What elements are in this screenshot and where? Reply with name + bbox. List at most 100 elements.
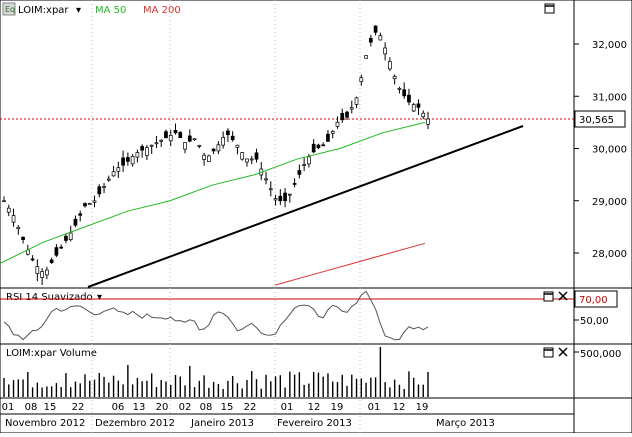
candle-body <box>211 148 216 152</box>
candle-body <box>173 130 178 134</box>
x-day-label: 22 <box>72 402 85 413</box>
rsi-70-label: 70,00 <box>579 295 608 306</box>
x-axis-months: Novembro 2012 Dezembro 2012 Janeiro 2013 Fe… <box>5 418 495 429</box>
candle-body <box>226 130 230 136</box>
candle-body <box>97 186 102 195</box>
volume-title[interactable]: LOIM:xpar Volume <box>6 348 97 359</box>
candle-body <box>245 158 249 163</box>
candle-body <box>283 192 287 202</box>
candle-body <box>49 259 54 263</box>
x-day-label: 01 <box>2 402 15 413</box>
volume-500k-label: 500,000 <box>580 349 621 360</box>
candle-body <box>59 246 64 249</box>
ma200-legend[interactable]: MA 200 <box>143 5 181 16</box>
candle-body <box>297 170 302 175</box>
candle-body <box>121 157 125 166</box>
x-month-label: Janeiro 2013 <box>190 418 254 429</box>
candle-body <box>45 269 49 276</box>
candle-body <box>335 121 340 127</box>
symbol-badge-icon[interactable] <box>2 2 16 16</box>
price-y-tick-label: 31,000 <box>592 92 627 103</box>
trendline[interactable] <box>87 125 524 288</box>
x-day-label: 20 <box>156 402 169 413</box>
symbol-menu-icon[interactable]: ▾ <box>76 5 81 16</box>
price-candles <box>2 25 430 285</box>
candle-body <box>83 203 87 207</box>
candle-body <box>11 215 16 223</box>
candle-body <box>321 144 326 147</box>
candle-body <box>373 25 378 33</box>
candle-body <box>278 195 283 202</box>
candle-body <box>307 156 311 165</box>
candle-body <box>116 167 121 172</box>
rsi-title[interactable]: RSI 14 Suavizado <box>6 292 93 303</box>
x-day-label: 01 <box>281 402 294 413</box>
x-axis <box>0 397 632 434</box>
candle-body <box>111 171 116 177</box>
candle-body <box>145 147 149 156</box>
ma50-legend[interactable]: MA 50 <box>95 5 126 16</box>
candle-body <box>159 139 164 142</box>
x-day-label: 19 <box>331 402 344 413</box>
x-day-label: 12 <box>393 402 406 413</box>
x-day-label: 02 <box>179 402 192 413</box>
rsi-50-label: 50,00 <box>580 316 609 327</box>
price-maximize-icon[interactable] <box>544 3 555 14</box>
candle-body <box>197 144 202 147</box>
candle-body <box>216 144 221 152</box>
volume-bars <box>3 347 429 397</box>
volume-maximize-icon[interactable] <box>543 347 554 358</box>
candle-body <box>330 131 335 134</box>
rsi-line <box>3 290 429 341</box>
symbol-label[interactable]: LOIM:xpar <box>18 5 69 16</box>
last-price-box <box>574 110 626 128</box>
candle-body <box>349 107 354 110</box>
candle-body <box>16 226 21 230</box>
x-day-label: 15 <box>221 402 234 413</box>
x-day-label: 08 <box>200 402 213 413</box>
x-day-label: 06 <box>112 402 125 413</box>
candle-body <box>302 164 306 166</box>
candle-body <box>168 134 173 142</box>
candle-body <box>2 200 6 203</box>
x-day-label: 08 <box>25 402 38 413</box>
candle-body <box>240 152 245 160</box>
candle-body <box>183 142 187 150</box>
price-y-tick-label: 29,000 <box>592 197 627 208</box>
candle-body <box>397 88 402 90</box>
candle-body <box>254 152 259 160</box>
candle-body <box>264 178 268 181</box>
rsi-menu-icon[interactable]: ▾ <box>97 292 102 303</box>
x-month-label: Novembro 2012 <box>5 418 85 429</box>
candle-body <box>64 235 68 241</box>
candle-body <box>92 200 97 203</box>
rsi-maximize-icon[interactable] <box>543 291 554 302</box>
candle-body <box>68 232 73 240</box>
price-y-tick-label: 30,000 <box>592 145 627 156</box>
last-price-label: 30,565 <box>579 115 614 126</box>
candle-body <box>268 188 273 191</box>
x-day-label: 19 <box>416 402 429 413</box>
candle-body <box>426 118 430 125</box>
candle-body <box>154 142 159 145</box>
candle-body <box>388 61 392 70</box>
candle-body <box>354 97 359 105</box>
candle-body <box>368 38 373 43</box>
candle-body <box>40 271 44 278</box>
candle-body <box>249 158 254 161</box>
candle-body <box>102 186 106 188</box>
rsi-close-icon[interactable] <box>558 291 568 301</box>
volume-close-icon[interactable] <box>558 347 568 357</box>
rsi-70-box <box>574 290 618 308</box>
ma200-line <box>274 242 426 286</box>
price-panel <box>0 0 632 289</box>
candle-body <box>202 154 206 160</box>
candle-body <box>421 112 426 118</box>
ma50-line <box>0 121 426 264</box>
candle-body <box>207 155 211 162</box>
candle-body <box>106 178 111 181</box>
candle-body <box>235 144 240 148</box>
candle-body <box>126 157 130 162</box>
candle-body <box>221 137 225 146</box>
